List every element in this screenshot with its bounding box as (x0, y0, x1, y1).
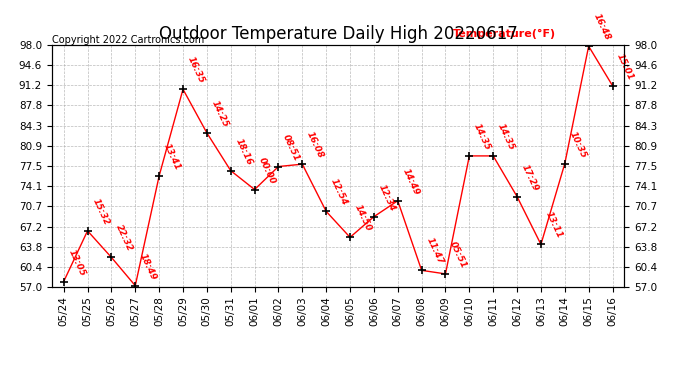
Text: 13:11: 13:11 (544, 210, 564, 240)
Text: 16:48: 16:48 (591, 12, 612, 42)
Text: Copyright 2022 Cartronics.com: Copyright 2022 Cartronics.com (52, 35, 204, 45)
Text: 12:54: 12:54 (329, 177, 349, 207)
Text: Temperature(°F): Temperature(°F) (453, 29, 555, 39)
Text: 17:29: 17:29 (520, 163, 540, 192)
Text: 14:35: 14:35 (496, 122, 516, 152)
Text: 22:32: 22:32 (114, 224, 135, 253)
Text: 14:25: 14:25 (210, 99, 230, 129)
Text: 00:00: 00:00 (257, 156, 277, 185)
Text: 14:49: 14:49 (400, 167, 421, 196)
Text: 13:41: 13:41 (162, 142, 182, 172)
Title: Outdoor Temperature Daily High 20220617: Outdoor Temperature Daily High 20220617 (159, 26, 518, 44)
Text: 18:16: 18:16 (233, 137, 254, 166)
Text: 10:35: 10:35 (568, 130, 588, 159)
Text: 14:50: 14:50 (353, 203, 373, 233)
Text: 11:47: 11:47 (424, 237, 444, 266)
Text: 08:51: 08:51 (282, 133, 302, 162)
Text: 16:35: 16:35 (186, 56, 206, 85)
Text: 12:34: 12:34 (377, 183, 397, 213)
Text: 15:32: 15:32 (90, 197, 110, 226)
Text: 13:05: 13:05 (66, 248, 87, 278)
Text: 15:01: 15:01 (615, 52, 635, 81)
Text: 05:51: 05:51 (448, 240, 469, 270)
Text: 18:49: 18:49 (138, 252, 158, 282)
Text: 14:35: 14:35 (472, 122, 493, 152)
Text: 16:08: 16:08 (305, 130, 326, 160)
